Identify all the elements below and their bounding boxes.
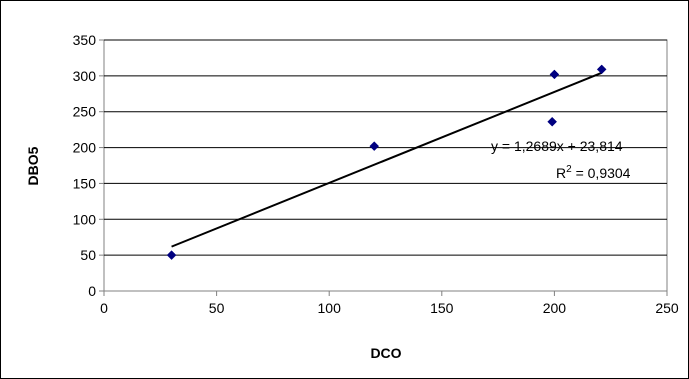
y-tick-label: 350 — [73, 32, 97, 48]
data-point-5 — [596, 64, 607, 75]
plot-area — [103, 39, 668, 292]
data-points — [166, 64, 607, 260]
trendline-group — [171, 71, 603, 248]
y-tick-label: 250 — [73, 104, 97, 120]
trendline — [171, 71, 603, 248]
x-tick-label: 150 — [430, 300, 454, 316]
data-point-3 — [547, 116, 558, 127]
data-point-4 — [549, 69, 560, 80]
data-point-1 — [166, 250, 177, 260]
x-tick-label: 200 — [543, 300, 567, 316]
y-tick-label: 50 — [80, 247, 96, 263]
x-tick-labels: 0 50 100 150 200 250 — [100, 291, 679, 316]
r2-exponent: 2 — [566, 164, 572, 175]
x-tick-label: 50 — [209, 300, 225, 316]
x-tick-label: 100 — [318, 300, 342, 316]
y-tick-label: 0 — [88, 283, 96, 299]
y-tick-labels: 0 50 100 150 200 250 300 350 — [73, 32, 104, 299]
x-axis-title: DCO — [370, 345, 401, 361]
trend-equation: y = 1,2689x + 23,814 — [491, 138, 623, 154]
x-tick-label: 0 — [100, 300, 108, 316]
gridlines — [104, 39, 667, 256]
trend-r-squared: R2 = 0,9304 — [556, 164, 631, 181]
data-point-2 — [369, 141, 380, 151]
y-axis-title: DBO5 — [25, 146, 41, 185]
r2-value: = 0,9304 — [572, 165, 631, 181]
y-tick-label: 100 — [73, 211, 97, 227]
y-tick-label: 200 — [73, 140, 97, 156]
y-tick-label: 300 — [73, 68, 97, 84]
r2-prefix: R — [556, 165, 566, 181]
x-tick-label: 250 — [655, 300, 679, 316]
y-tick-label: 150 — [73, 175, 97, 191]
